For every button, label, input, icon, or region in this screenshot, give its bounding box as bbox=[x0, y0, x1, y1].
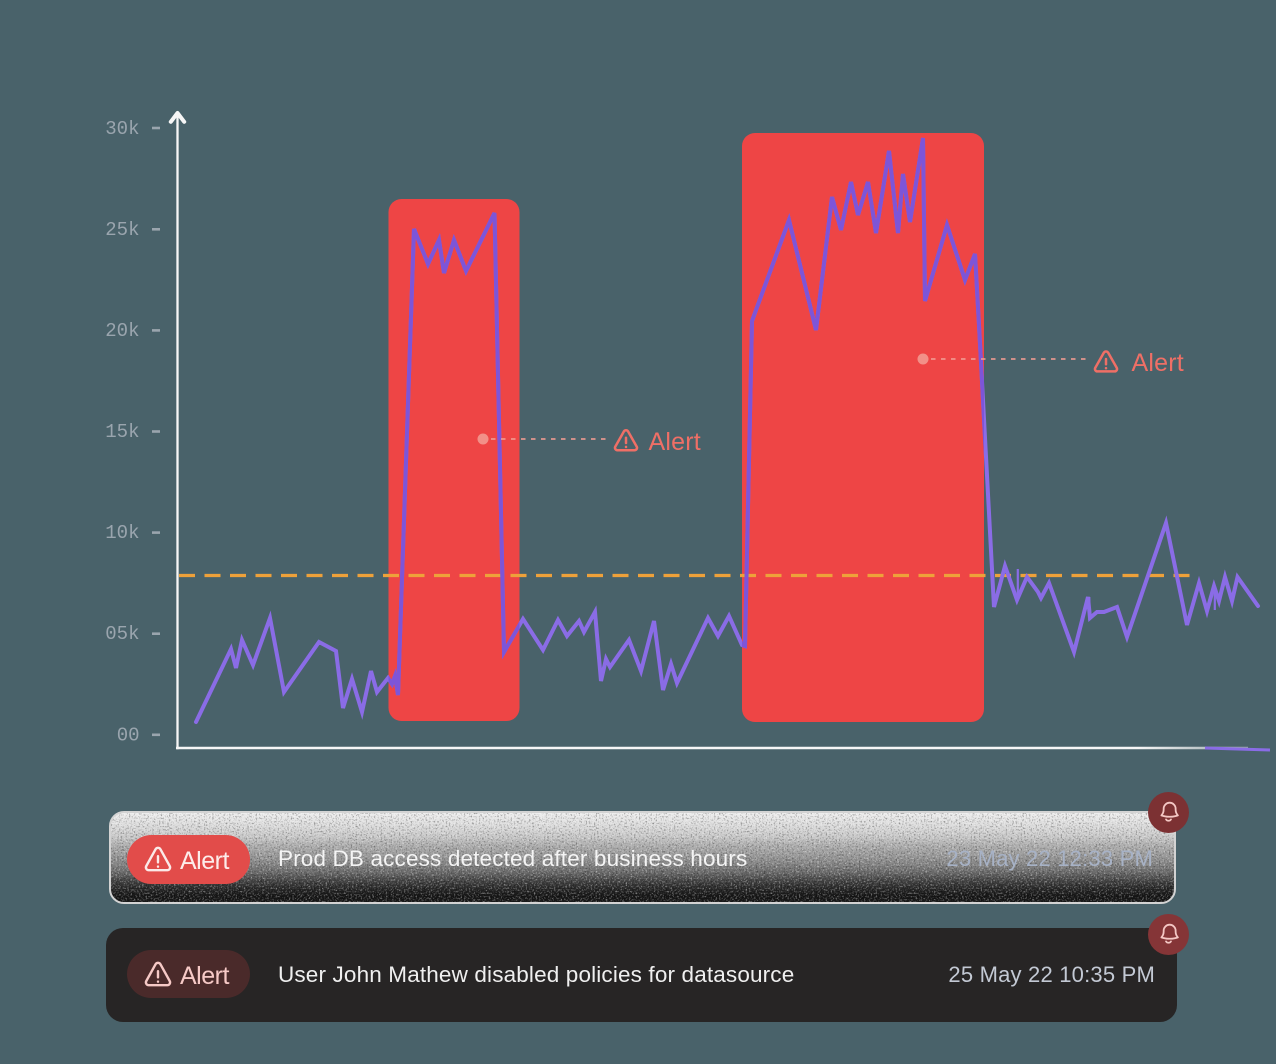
svg-text:00: 00 bbox=[117, 725, 140, 747]
svg-text:30k: 30k bbox=[105, 118, 139, 140]
svg-text:10k: 10k bbox=[105, 522, 139, 544]
svg-text:20k: 20k bbox=[105, 320, 139, 342]
svg-text:15k: 15k bbox=[105, 421, 139, 443]
svg-text:05k: 05k bbox=[105, 623, 139, 645]
svg-text:Alert: Alert bbox=[649, 428, 701, 456]
svg-text:25k: 25k bbox=[105, 219, 139, 241]
svg-text:Alert: Alert bbox=[1132, 349, 1184, 377]
